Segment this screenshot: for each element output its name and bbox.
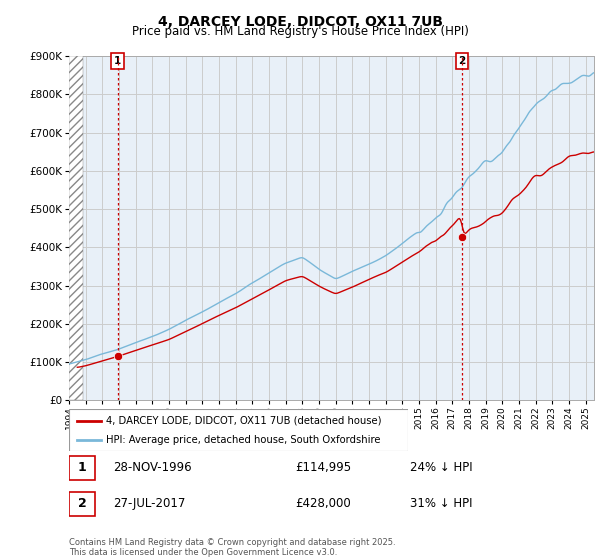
Text: 24% ↓ HPI: 24% ↓ HPI <box>410 461 473 474</box>
Text: £428,000: £428,000 <box>295 497 350 510</box>
Text: 27-JUL-2017: 27-JUL-2017 <box>113 497 186 510</box>
Text: 2: 2 <box>458 56 466 66</box>
Text: 1: 1 <box>78 461 86 474</box>
Text: £114,995: £114,995 <box>295 461 351 474</box>
Text: 28-NOV-1996: 28-NOV-1996 <box>113 461 192 474</box>
Text: 2: 2 <box>78 497 86 510</box>
Text: 4, DARCEY LODE, DIDCOT, OX11 7UB: 4, DARCEY LODE, DIDCOT, OX11 7UB <box>157 15 443 29</box>
Text: HPI: Average price, detached house, South Oxfordshire: HPI: Average price, detached house, Sout… <box>106 435 381 445</box>
Bar <box>69 455 95 480</box>
Text: 1: 1 <box>114 56 121 66</box>
Bar <box>69 492 95 516</box>
Text: Contains HM Land Registry data © Crown copyright and database right 2025.
This d: Contains HM Land Registry data © Crown c… <box>69 538 395 557</box>
Text: 4, DARCEY LODE, DIDCOT, OX11 7UB (detached house): 4, DARCEY LODE, DIDCOT, OX11 7UB (detach… <box>106 416 382 426</box>
Text: 31% ↓ HPI: 31% ↓ HPI <box>410 497 473 510</box>
Bar <box>69 56 83 400</box>
Text: Price paid vs. HM Land Registry's House Price Index (HPI): Price paid vs. HM Land Registry's House … <box>131 25 469 38</box>
